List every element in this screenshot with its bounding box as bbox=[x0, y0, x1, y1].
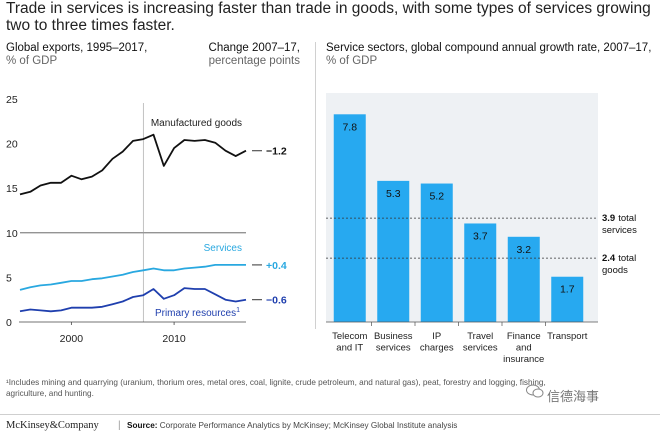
y-tick-label: 15 bbox=[6, 183, 18, 195]
category-label: and bbox=[516, 343, 532, 354]
category-label: services bbox=[376, 343, 411, 354]
reference-label: 3.9 total bbox=[602, 213, 636, 224]
bar bbox=[420, 183, 453, 322]
bar-value-label: 3.7 bbox=[473, 230, 488, 242]
change-subtitle: percentage points bbox=[208, 55, 300, 67]
left-chart-subtitle: % of GDP bbox=[6, 55, 58, 67]
category-label: charges bbox=[420, 343, 454, 354]
bar bbox=[507, 236, 540, 322]
right-chart-title: Service sectors, global compound annual … bbox=[326, 42, 652, 54]
bar bbox=[377, 180, 410, 322]
left-chart-title: Global exports, 1995–2017, bbox=[6, 42, 148, 54]
bar-value-label: 5.2 bbox=[429, 191, 444, 203]
right-chart-header: Service sectors, global compound annual … bbox=[326, 42, 656, 68]
bar-value-label: 1.7 bbox=[560, 284, 575, 296]
series-line bbox=[19, 263, 246, 291]
category-label: and IT bbox=[336, 343, 363, 354]
series-line bbox=[19, 133, 247, 196]
panel-divider bbox=[315, 42, 316, 329]
bar-value-label: 7.8 bbox=[342, 121, 357, 133]
page-title: Trade in services is increasing faster t… bbox=[6, 0, 651, 34]
y-tick-label: 20 bbox=[6, 139, 18, 151]
y-tick-label: 10 bbox=[6, 228, 18, 240]
bar bbox=[551, 276, 584, 322]
reference-text: total bbox=[618, 253, 636, 264]
wechat-icon bbox=[526, 384, 544, 398]
footnote-mark: 1 bbox=[236, 307, 240, 314]
category-label: IP bbox=[432, 331, 441, 342]
change-value: −0.6 bbox=[266, 295, 287, 307]
source-label: Source: bbox=[127, 421, 158, 430]
category-label: services bbox=[463, 343, 498, 354]
y-tick-label: 0 bbox=[6, 317, 12, 329]
y-tick-label: 25 bbox=[6, 94, 18, 106]
series-label: Services bbox=[204, 243, 242, 254]
category-label: Transport bbox=[547, 331, 588, 342]
change-value: −1.2 bbox=[266, 146, 287, 158]
reference-label-line2: services bbox=[602, 225, 637, 236]
source-line: Source: Corporate Performance Analytics … bbox=[127, 421, 457, 430]
brand-logo: McKinsey&Company bbox=[6, 420, 99, 431]
right-chart-subtitle: % of GDP bbox=[326, 55, 378, 67]
category-label: insurance bbox=[503, 354, 544, 365]
bar bbox=[464, 223, 497, 322]
reference-label-line2: goods bbox=[602, 265, 628, 276]
category-label: Telecom bbox=[332, 331, 367, 342]
reference-value: 3.9 bbox=[602, 213, 615, 224]
reference-label: 2.4 total bbox=[602, 253, 636, 264]
series-label: Primary resources1 bbox=[155, 307, 240, 319]
change-header: Change 2007–17, percentage points bbox=[172, 42, 300, 68]
category-label: Travel bbox=[467, 331, 493, 342]
footer-separator: | bbox=[118, 420, 121, 431]
reference-text: total bbox=[618, 213, 636, 224]
bar-value-label: 3.2 bbox=[516, 244, 531, 256]
x-tick-label: 2000 bbox=[60, 333, 84, 345]
bar-value-label: 5.3 bbox=[386, 188, 401, 200]
left-chart-header: Global exports, 1995–2017, % of GDP bbox=[6, 42, 147, 68]
category-label: Business bbox=[374, 331, 413, 342]
source-text: Corporate Performance Analytics by McKin… bbox=[159, 421, 458, 430]
y-tick-label: 5 bbox=[6, 272, 12, 284]
x-tick-label: 2010 bbox=[162, 333, 186, 345]
series-label: Manufactured goods bbox=[151, 118, 242, 129]
watermark: 信德海事 bbox=[547, 389, 600, 404]
series-line bbox=[19, 287, 247, 313]
line-chart: 0 5 10 15 20 25 2000 2010 Manufactured goods −1.2… bbox=[6, 94, 287, 345]
change-title: Change 2007–17, bbox=[208, 42, 300, 54]
footnote: ¹Includes mining and quarrying (uranium,… bbox=[6, 378, 546, 398]
category-label: Finance bbox=[507, 331, 541, 342]
change-value: +0.4 bbox=[266, 260, 287, 272]
footer-divider bbox=[0, 414, 660, 415]
reference-value: 2.4 bbox=[602, 253, 616, 264]
